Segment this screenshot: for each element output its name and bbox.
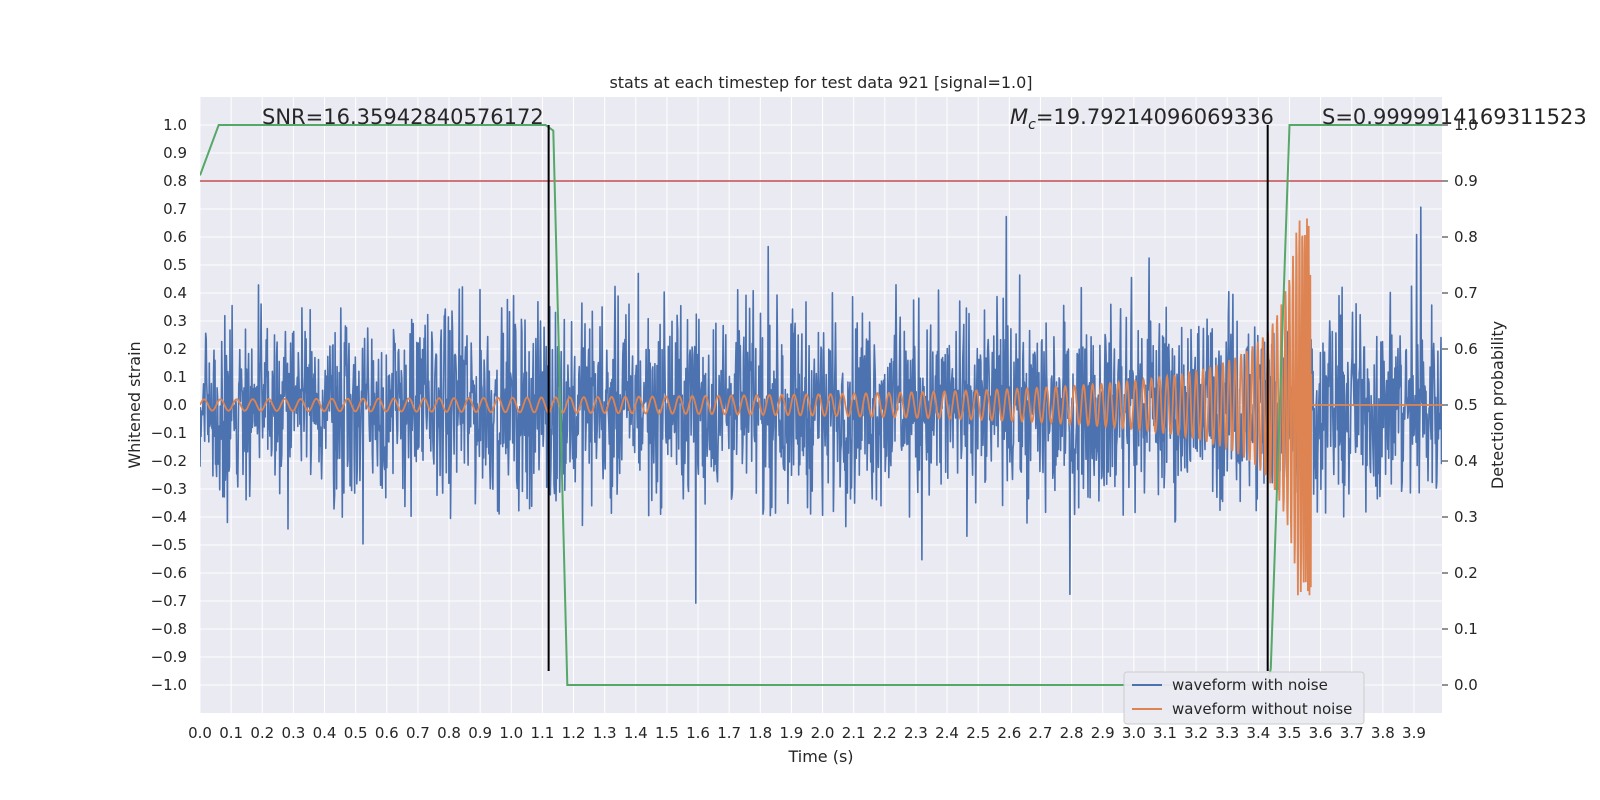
x-tick-label: 3.4 bbox=[1246, 724, 1270, 742]
series-probability-line bbox=[200, 124, 1442, 686]
x-tick-label: 2.1 bbox=[842, 724, 866, 742]
x-tick-label: 0.9 bbox=[468, 724, 492, 742]
y2-tick-label: 0.8 bbox=[1454, 228, 1478, 246]
y2-tick-label: 0.7 bbox=[1454, 284, 1478, 302]
x-tick-label: 0.5 bbox=[344, 724, 368, 742]
y-tick-label: −1.0 bbox=[151, 676, 187, 694]
mc-value: =19.79214096069336 bbox=[1036, 105, 1274, 129]
x-tick-label: 3.6 bbox=[1309, 724, 1333, 742]
x-tick-label: 0.6 bbox=[375, 724, 399, 742]
x-tick-label: 3.5 bbox=[1278, 724, 1302, 742]
y-tick-label: 0.5 bbox=[163, 256, 187, 274]
y-tick-label: 0.2 bbox=[163, 340, 187, 358]
x-tick-label: 3.7 bbox=[1340, 724, 1364, 742]
x-tick-label: 1.1 bbox=[530, 724, 554, 742]
y-tick-label: 0.8 bbox=[163, 172, 187, 190]
y2-tick-label: 0.9 bbox=[1454, 172, 1478, 190]
y-tick-label: 0.3 bbox=[163, 312, 187, 330]
mc-subscript: c bbox=[1028, 117, 1036, 133]
x-tick-label: 1.3 bbox=[593, 724, 617, 742]
chart-title: stats at each timestep for test data 921… bbox=[609, 73, 1032, 92]
x-tick-label: 0.0 bbox=[188, 724, 212, 742]
x-tick-label: 0.2 bbox=[250, 724, 274, 742]
mc-annotation: Mc=19.79214096069336 bbox=[1010, 105, 1274, 133]
x-axis-label: Time (s) bbox=[787, 747, 853, 766]
x-tick-label: 3.8 bbox=[1371, 724, 1395, 742]
x-tick-label: 1.5 bbox=[655, 724, 679, 742]
x-tick-label: 2.4 bbox=[935, 724, 959, 742]
x-tick-label: 1.7 bbox=[717, 724, 741, 742]
y2-tick-labels: 1.0 0.9 0.8 0.7 0.6 0.5 0.4 0.3 0.2 0.1 0.0 bbox=[1442, 116, 1478, 694]
x-tick-label: 3.3 bbox=[1215, 724, 1239, 742]
x-tick-label: 1.0 bbox=[499, 724, 523, 742]
y-tick-label: −0.8 bbox=[151, 620, 187, 638]
x-tick-label: 2.6 bbox=[997, 724, 1021, 742]
y-tick-label: 1.0 bbox=[163, 116, 187, 134]
y-tick-label: −0.6 bbox=[151, 564, 187, 582]
x-tick-label: 0.4 bbox=[313, 724, 337, 742]
x-tick-label: 1.4 bbox=[624, 724, 648, 742]
x-tick-label: 0.1 bbox=[219, 724, 243, 742]
y-tick-label: 0.6 bbox=[163, 228, 187, 246]
x-tick-label: 1.2 bbox=[562, 724, 586, 742]
x-tick-label: 2.5 bbox=[966, 724, 990, 742]
y-tick-label: −0.2 bbox=[151, 452, 187, 470]
x-tick-label: 2.8 bbox=[1060, 724, 1084, 742]
y2-tick-label: 0.4 bbox=[1454, 452, 1478, 470]
y-tick-label: 0.7 bbox=[163, 200, 187, 218]
x-tick-label: 3.1 bbox=[1153, 724, 1177, 742]
y2-tick-label: 0.6 bbox=[1454, 340, 1478, 358]
y-tick-label: 0.4 bbox=[163, 284, 187, 302]
y-tick-label: −0.7 bbox=[151, 592, 187, 610]
x-tick-label: 2.0 bbox=[811, 724, 835, 742]
y-tick-label: −0.3 bbox=[151, 480, 187, 498]
x-tick-label: 2.3 bbox=[904, 724, 928, 742]
y-tick-label: −0.9 bbox=[151, 648, 187, 666]
x-tick-label: 2.2 bbox=[873, 724, 897, 742]
y2-tick-label: 0.2 bbox=[1454, 564, 1478, 582]
x-tick-label: 2.9 bbox=[1091, 724, 1115, 742]
y-tick-labels: 1.0 0.9 0.8 0.7 0.6 0.5 0.4 0.3 0.2 0.1 0.0 −0.1 −0.… bbox=[151, 116, 187, 694]
y-tick-label: 0.1 bbox=[163, 368, 187, 386]
y2-tick-label: 1.0 bbox=[1454, 116, 1478, 134]
y2-axis-label: Detection probability bbox=[1488, 321, 1507, 489]
s-annotation: S=0.9999914169311523 bbox=[1322, 105, 1587, 129]
legend-label-noise: waveform with noise bbox=[1172, 676, 1328, 694]
snr-annotation: SNR=16.35942840576172 bbox=[262, 105, 544, 129]
y-tick-label: 0.0 bbox=[163, 396, 187, 414]
legend: waveform with noise waveform without noi… bbox=[1123, 671, 1365, 725]
x-tick-label: 1.8 bbox=[748, 724, 772, 742]
y-tick-label: −0.5 bbox=[151, 536, 187, 554]
x-tick-label: 0.8 bbox=[437, 724, 461, 742]
y2-tick-label: 0.5 bbox=[1454, 396, 1478, 414]
y-tick-label: −0.4 bbox=[151, 508, 187, 526]
y2-tick-label: 0.3 bbox=[1454, 508, 1478, 526]
legend-box bbox=[1123, 671, 1365, 725]
y2-tick-label: 0.0 bbox=[1454, 676, 1478, 694]
y-tick-label: 0.9 bbox=[163, 144, 187, 162]
x-tick-label: 3.2 bbox=[1184, 724, 1208, 742]
x-tick-label: 3.9 bbox=[1402, 724, 1426, 742]
legend-label-clean: waveform without noise bbox=[1172, 700, 1352, 718]
x-tick-label: 0.3 bbox=[281, 724, 305, 742]
y2-tick-label: 0.1 bbox=[1454, 620, 1478, 638]
x-tick-labels: 0.0 0.1 0.2 0.3 0.4 0.5 0.6 0.7 0.8 0.9 1.0 1.1 1.2 1… bbox=[188, 724, 1426, 742]
x-tick-label: 0.7 bbox=[406, 724, 430, 742]
x-tick-label: 2.7 bbox=[1029, 724, 1053, 742]
x-tick-label: 3.0 bbox=[1122, 724, 1146, 742]
y-tick-label: −0.1 bbox=[151, 424, 187, 442]
series-clean-line bbox=[200, 218, 1442, 596]
x-tick-label: 1.9 bbox=[779, 724, 803, 742]
y-axis-label: Whitened strain bbox=[125, 341, 144, 468]
x-tick-label: 1.6 bbox=[686, 724, 710, 742]
series-noise-line bbox=[200, 206, 1442, 604]
mc-symbol: M bbox=[1010, 105, 1028, 129]
